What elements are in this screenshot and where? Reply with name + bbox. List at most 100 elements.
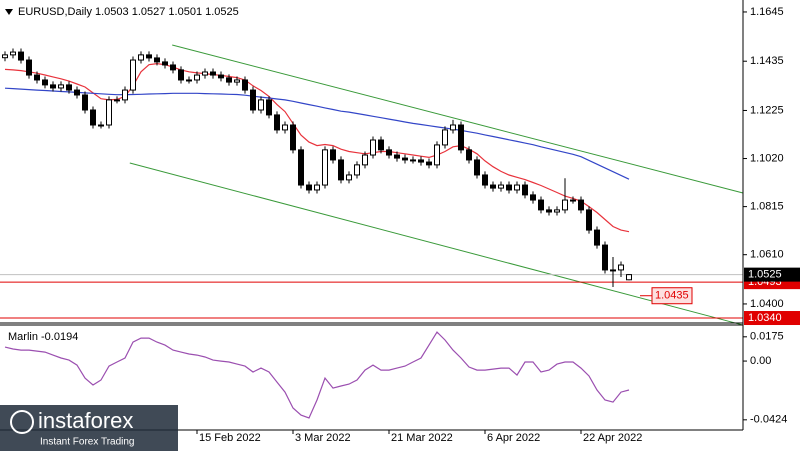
candle-body — [626, 274, 632, 281]
candle-body — [290, 124, 296, 151]
candle-body — [82, 94, 88, 111]
candle-body — [450, 124, 456, 131]
candle-body — [154, 57, 160, 63]
watermark-box — [0, 405, 178, 451]
y-tick-label: 1.0400 — [750, 298, 784, 310]
candle-body — [602, 244, 608, 271]
x-tick-label: 3 Mar 2022 — [295, 432, 351, 444]
candle-body — [546, 209, 552, 213]
candle-body — [122, 89, 128, 101]
candle-body — [298, 149, 304, 186]
candle-body — [354, 164, 360, 176]
candle-body — [2, 54, 8, 59]
candle-body — [106, 99, 112, 126]
candle-body — [34, 74, 40, 81]
chart-title: EURUSD,Daily 1.0503 1.0527 1.0501 1.0525 — [18, 6, 239, 18]
candle-body — [378, 139, 384, 151]
indicator-line — [4, 331, 630, 419]
candle-body — [346, 174, 352, 181]
watermark-logo — [10, 410, 34, 434]
candle-body — [138, 54, 144, 61]
annotation-box — [651, 287, 693, 305]
candle-body — [274, 114, 280, 131]
candle-body — [530, 194, 536, 201]
candle-body — [482, 174, 488, 186]
candle-body — [338, 159, 344, 181]
candle-body — [458, 124, 464, 151]
candle-body — [586, 209, 592, 231]
candle-body — [322, 149, 328, 186]
candle-body — [426, 161, 432, 166]
watermark: instaforex Instant Forex Trading — [0, 405, 178, 451]
candle-body — [442, 129, 448, 146]
trend-line — [129, 162, 744, 326]
candle-body — [98, 124, 104, 127]
candle-body — [418, 159, 424, 163]
candle-body — [306, 184, 312, 191]
y-tick-label: 1.1435 — [750, 55, 784, 67]
candle-body — [618, 264, 624, 271]
candle-body — [562, 199, 568, 211]
candle-body — [474, 159, 480, 176]
candle-body — [90, 109, 96, 126]
candle-body — [362, 154, 368, 166]
candle-body — [410, 159, 416, 162]
candle-body — [402, 157, 408, 161]
level-box — [744, 311, 800, 326]
candle-body — [490, 184, 496, 189]
x-tick-label: 22 Apr 2022 — [583, 432, 642, 444]
level-label: 1.0340 — [748, 312, 782, 324]
plot-area: 1.0435 — [0, 44, 744, 419]
candle-body — [314, 184, 320, 191]
candle-body — [522, 184, 528, 196]
y-tick-label: 1.0815 — [750, 201, 784, 213]
candle-body — [258, 99, 264, 111]
candle-body — [74, 89, 80, 96]
candle-body — [170, 64, 176, 71]
candle-body — [466, 149, 472, 161]
annotation-label: 1.0435 — [655, 290, 689, 302]
last-price-label: 1.0525 — [748, 269, 782, 281]
x-tick-label: 6 Apr 2022 — [487, 432, 540, 444]
trend-line — [172, 44, 744, 194]
candle-body — [282, 124, 288, 131]
candle-body — [610, 269, 616, 272]
y-tick-label: 0.00 — [750, 355, 771, 367]
candle-body — [226, 77, 232, 83]
candle-body — [370, 139, 376, 156]
candle-body — [50, 84, 56, 89]
candle-body — [202, 71, 208, 76]
y-tick-label: 0.0175 — [750, 331, 784, 343]
candle-body — [186, 79, 192, 82]
y-tick-label: 1.1225 — [750, 104, 784, 116]
x-tick-label: 15 Feb 2022 — [199, 432, 261, 444]
candle-body — [146, 54, 152, 59]
moving-average — [4, 87, 630, 180]
candle-body — [594, 229, 600, 246]
candle-body — [234, 79, 240, 83]
candle-body — [578, 199, 584, 211]
candle-body — [498, 184, 504, 189]
candle-body — [178, 69, 184, 81]
candle-body — [18, 51, 24, 61]
candle-body — [10, 51, 16, 56]
candle-body — [554, 209, 560, 213]
y-tick-label: -0.0424 — [750, 414, 787, 426]
watermark-brand: instaforex — [38, 408, 133, 433]
candle-body — [514, 184, 520, 191]
candle-body — [162, 61, 168, 66]
indicator-label: Marlin -0.0194 — [8, 331, 78, 343]
candle-body — [506, 184, 512, 191]
y-tick-label: 1.1020 — [750, 152, 784, 164]
candle-body — [210, 71, 216, 76]
candle-body — [26, 59, 32, 76]
candle-body — [42, 79, 48, 86]
candle-body — [242, 79, 248, 91]
candle-body — [570, 199, 576, 202]
candle-body — [394, 154, 400, 159]
candle-body — [386, 149, 392, 156]
candle-body — [218, 74, 224, 79]
candle-body — [434, 144, 440, 166]
